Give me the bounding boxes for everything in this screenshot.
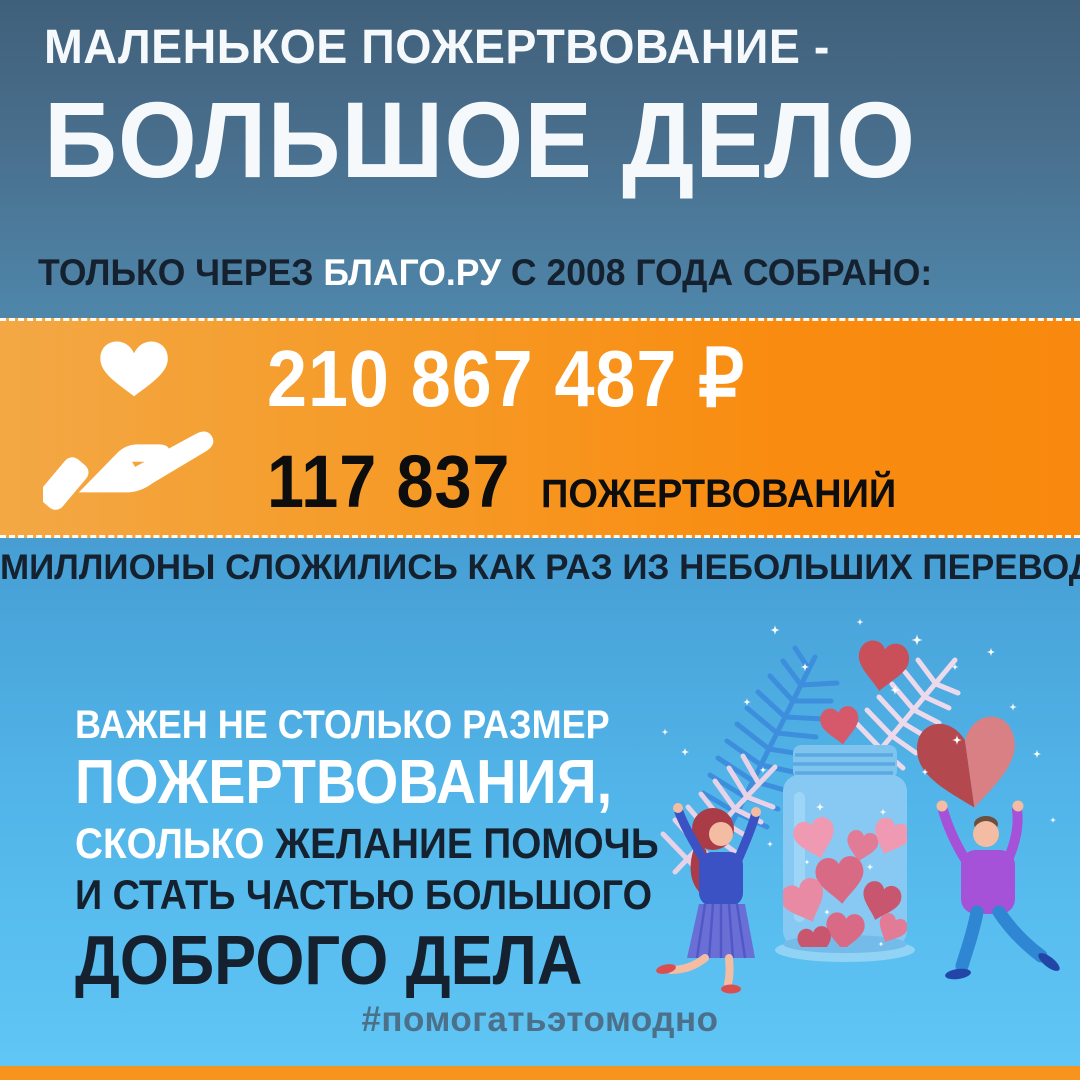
message-line-1: ВАЖЕН НЕ СТОЛЬКО РАЗМЕР: [75, 703, 610, 747]
hand-heart-icon: [43, 341, 214, 510]
bottom-accent-strip: [0, 1066, 1080, 1080]
message-block: ВАЖЕН НЕ СТОЛЬКО РАЗМЕР ПОЖЕРТВОВАНИЯ, С…: [75, 702, 724, 1000]
stats-text: 210 867 487 ₽ 117 837 ПОЖЕРТВОВАНИЙ: [267, 332, 915, 524]
stats-band: 210 867 487 ₽ 117 837 ПОЖЕРТВОВАНИЙ: [0, 318, 1080, 538]
message-line-5: ДОБРОГО ДЕЛА: [75, 921, 583, 999]
message-line-3: СКОЛЬКО ЖЕЛАНИЕ ПОМОЧЬ: [75, 818, 659, 870]
message-line-3-dark: ЖЕЛАНИЕ ПОМОЧЬ: [264, 820, 659, 868]
heart-icon: [100, 341, 168, 397]
message-line-4: И СТАТЬ ЧАСТЬЮ БОЛЬШОГО: [75, 871, 652, 918]
hearts-jar-illustration: [655, 612, 1080, 997]
falling-heart-icon: [854, 638, 912, 695]
message-line-2: ПОЖЕРТВОВАНИЯ,: [75, 748, 613, 817]
donations-count: 117 837: [267, 440, 511, 523]
big-paper-heart-icon: [917, 716, 1015, 808]
subtitle-prefix: ТОЛЬКО ЧЕРЕЗ: [38, 252, 324, 293]
total-amount: 210 867 487 ₽: [267, 334, 745, 423]
title-line-2: БОЛЬШОЕ ДЕЛО: [44, 79, 917, 200]
brand-name: БЛАГО.РУ: [323, 252, 502, 293]
man-figure: [917, 716, 1060, 980]
subtitle-suffix: С 2008 ГОДА СОБРАНО:: [501, 252, 933, 293]
hand-cuff: [43, 457, 89, 510]
woman-figure: [656, 803, 761, 994]
hashtag: #помогатьэтомодно: [361, 1000, 719, 1039]
message-line-3-white: СКОЛЬКО: [75, 820, 265, 868]
title-line-1: МАЛЕНЬКОЕ ПОЖЕРТВОВАНИЕ -: [44, 21, 830, 74]
donations-count-row: 117 837 ПОЖЕРТВОВАНИЙ: [267, 439, 915, 524]
open-hand: [78, 431, 214, 493]
falling-heart-icon: [818, 704, 862, 748]
donations-label: ПОЖЕРТВОВАНИЙ: [541, 472, 897, 516]
millions-line: МИЛЛИОНЫ СЛОЖИЛИСЬ КАК РАЗ ИЗ НЕБОЛЬШИХ …: [0, 548, 1080, 587]
collected-subtitle: ТОЛЬКО ЧЕРЕЗ БЛАГО.РУ С 2008 ГОДА СОБРАН…: [38, 252, 932, 294]
hero-header: МАЛЕНЬКОЕ ПОЖЕРТВОВАНИЕ - БОЛЬШОЕ ДЕЛО: [44, 20, 972, 202]
